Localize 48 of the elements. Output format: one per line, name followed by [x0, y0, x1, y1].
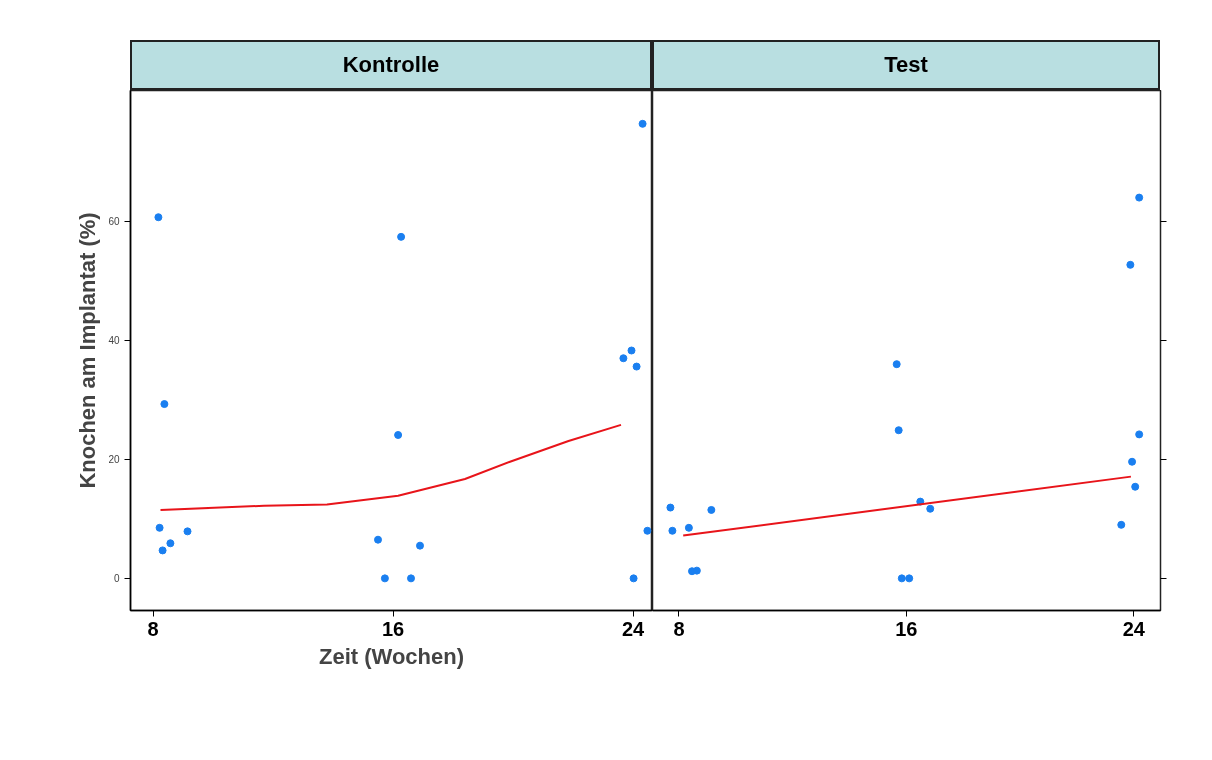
point: [638, 119, 647, 128]
x-tick-label: 24: [621, 617, 645, 640]
point: [160, 400, 169, 409]
point: [374, 535, 382, 544]
point: [905, 574, 914, 583]
x-tick-label: 8: [673, 617, 685, 640]
x-tick-label: 16: [895, 617, 918, 640]
point: [684, 523, 693, 532]
point: [894, 426, 903, 435]
x-tick-label: 16: [381, 617, 405, 640]
point: [1128, 457, 1137, 466]
point: [154, 213, 163, 222]
chart-title: Kontrolle: [342, 51, 440, 79]
point: [707, 505, 716, 514]
point: [1117, 520, 1126, 529]
point: [627, 346, 636, 355]
point: [394, 430, 403, 439]
point: [158, 546, 167, 555]
point: [1126, 260, 1135, 269]
point: [155, 523, 164, 532]
point: [380, 574, 389, 583]
point: [407, 574, 415, 583]
line-series: [159, 423, 622, 511]
y-tick-label: 60: [108, 216, 120, 228]
point: [1135, 193, 1144, 202]
y-tick-label: 0: [113, 573, 120, 585]
point: [668, 526, 677, 535]
point: [632, 362, 641, 371]
point: [166, 539, 175, 548]
x-axis-title: Zeit (Wochen): [318, 643, 465, 669]
point: [666, 503, 675, 512]
y-axis-title: Knochen am Implantat (%): [75, 212, 101, 489]
point: [1135, 430, 1144, 439]
y-tick-label: 20: [108, 454, 120, 466]
y-tick-label: 40: [108, 335, 120, 347]
point: [183, 527, 192, 536]
x-tick-label: 8: [147, 617, 159, 640]
point: [897, 574, 906, 583]
point: [629, 574, 638, 583]
point: [643, 526, 652, 535]
point: [619, 354, 628, 363]
chart-title: Test: [884, 51, 928, 79]
point: [926, 504, 935, 513]
point: [416, 541, 424, 550]
point: [397, 232, 406, 241]
x-tick-label: 24: [1122, 617, 1146, 640]
point: [892, 360, 901, 369]
point: [1131, 482, 1140, 491]
